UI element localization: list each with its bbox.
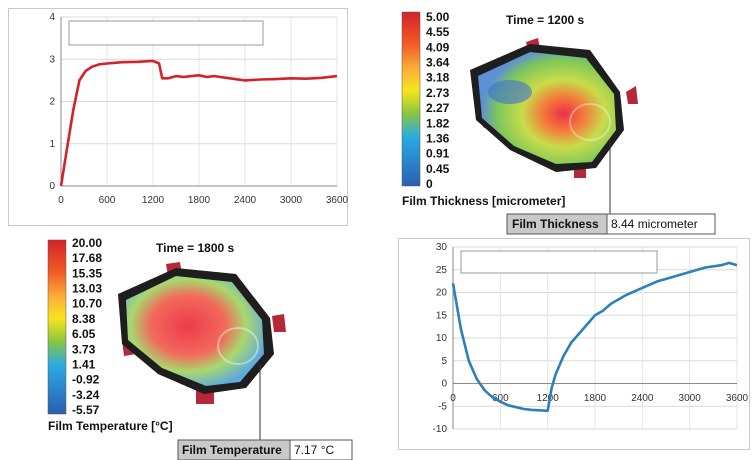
temperature-scale-label: 20.00: [72, 236, 102, 250]
temperature-scale-label: 15.35: [72, 266, 102, 280]
temperature-ytick: 10: [436, 333, 448, 344]
temperature-probe-value: 7.17 °C: [294, 443, 334, 457]
thickness-xtick: 0: [58, 195, 64, 206]
temperature-scale-label: 3.73: [72, 342, 96, 356]
temperature-series-line: [451, 261, 738, 413]
temperature-xtick: 1200: [537, 393, 560, 404]
thickness-scale-label: 5.00: [426, 10, 450, 24]
thickness-scale-label: 3.18: [426, 71, 450, 85]
temperature-caption: Film Temperature [°C]: [48, 419, 173, 433]
thickness-chart-title-box: [68, 20, 264, 46]
thickness-chart-panel: 0 1 2 3 4 0 600 1200 1800 2400 3000 3600: [8, 8, 349, 226]
thickness-scale-label: 2.73: [426, 86, 450, 100]
temperature-scale-label: 1.41: [72, 357, 96, 371]
temperature-scale-label: -3.24: [72, 388, 100, 402]
temperature-color-scale: [47, 239, 67, 415]
thickness-ytick: 3: [49, 54, 55, 65]
thickness-caption: Film Thickness [micrometer]: [402, 194, 565, 208]
thickness-scale-label: 1.82: [426, 116, 450, 130]
thickness-chart: 0 1 2 3 4 0 600 1200 1800 2400 3000 3600: [49, 12, 348, 206]
temperature-xtick: 1800: [584, 393, 607, 404]
thickness-chart-ticks: 0 1 2 3 4 0 600 1200 1800 2400 3000 3600: [49, 12, 348, 206]
temperature-scale-label: -5.57: [72, 403, 100, 417]
temperature-chart-title-box: [460, 250, 658, 274]
thickness-ytick: 1: [49, 139, 55, 150]
temperature-xtick: 3600: [726, 393, 749, 404]
thickness-ytick: 4: [49, 12, 55, 23]
temperature-ytick: 0: [441, 379, 447, 390]
thickness-ytick: 2: [49, 97, 55, 108]
temperature-xtick: 3000: [679, 393, 702, 404]
thickness-xtick: 3600: [326, 195, 349, 206]
thickness-series-line: [59, 59, 338, 187]
thickness-color-scale: [401, 11, 421, 187]
temperature-scale-label: 8.38: [72, 312, 96, 326]
temperature-xtick: 600: [492, 393, 509, 404]
temperature-ytick: -10: [433, 424, 448, 435]
temperature-ytick: 5: [441, 356, 447, 367]
temperature-scale-label: 10.70: [72, 297, 102, 311]
thickness-scale-label: 4.55: [426, 25, 450, 39]
temperature-scale-label: 6.05: [72, 327, 96, 341]
thickness-housing: [470, 38, 638, 178]
temperature-ytick: 25: [436, 265, 448, 276]
thickness-scale-label: 1.36: [426, 131, 450, 145]
thickness-ytick: 0: [49, 181, 55, 192]
temperature-ytick: -5: [438, 401, 447, 412]
thickness-scale-label: 2.27: [426, 101, 450, 115]
thickness-xtick: 2400: [234, 195, 257, 206]
temperature-xtick: 0: [450, 393, 456, 404]
thickness-scale-label: 0.45: [426, 162, 450, 176]
thickness-scale-label: 0.91: [426, 147, 450, 161]
thickness-probe-name: Film Thickness: [512, 217, 599, 231]
temperature-housing: [118, 262, 286, 404]
thickness-time-label: Time = 1200 s: [506, 13, 584, 27]
thickness-xtick: 1800: [188, 195, 211, 206]
temperature-chart-panel: 30 25 20 15 10 5 0 -5 -10 0 600 1200 1800 2400 3000 360…: [398, 238, 750, 450]
temperature-time-label: Time = 1800 s: [156, 241, 234, 255]
temperature-xtick: 2400: [631, 393, 654, 404]
thickness-xtick: 3000: [280, 195, 303, 206]
thickness-chart-grid: [60, 16, 338, 187]
temperature-scale-label: -0.92: [72, 373, 100, 387]
temperature-ytick: 20: [436, 288, 448, 299]
temperature-scale-label: 17.68: [72, 251, 102, 265]
temperature-ytick: 15: [436, 310, 448, 321]
thickness-probe-value: 8.44 micrometer: [611, 217, 698, 231]
thickness-scale-label: 4.09: [426, 40, 450, 54]
thickness-scale-label: 3.64: [426, 56, 450, 70]
thickness-scale-label: 0: [426, 177, 433, 191]
thickness-scale-labels: 5.004.554.09 3.643.182.732.271.821.36 0.91…: [426, 10, 450, 191]
thickness-map: 5.004.554.09 3.643.182.732.271.821.36 0.91…: [401, 10, 716, 235]
temperature-probe-name: Film Temperature: [182, 443, 282, 457]
thickness-xtick: 600: [99, 195, 116, 206]
temperature-scale-label: 13.03: [72, 282, 102, 296]
thickness-xtick: 1200: [142, 195, 165, 206]
temperature-ytick: 30: [436, 242, 448, 253]
